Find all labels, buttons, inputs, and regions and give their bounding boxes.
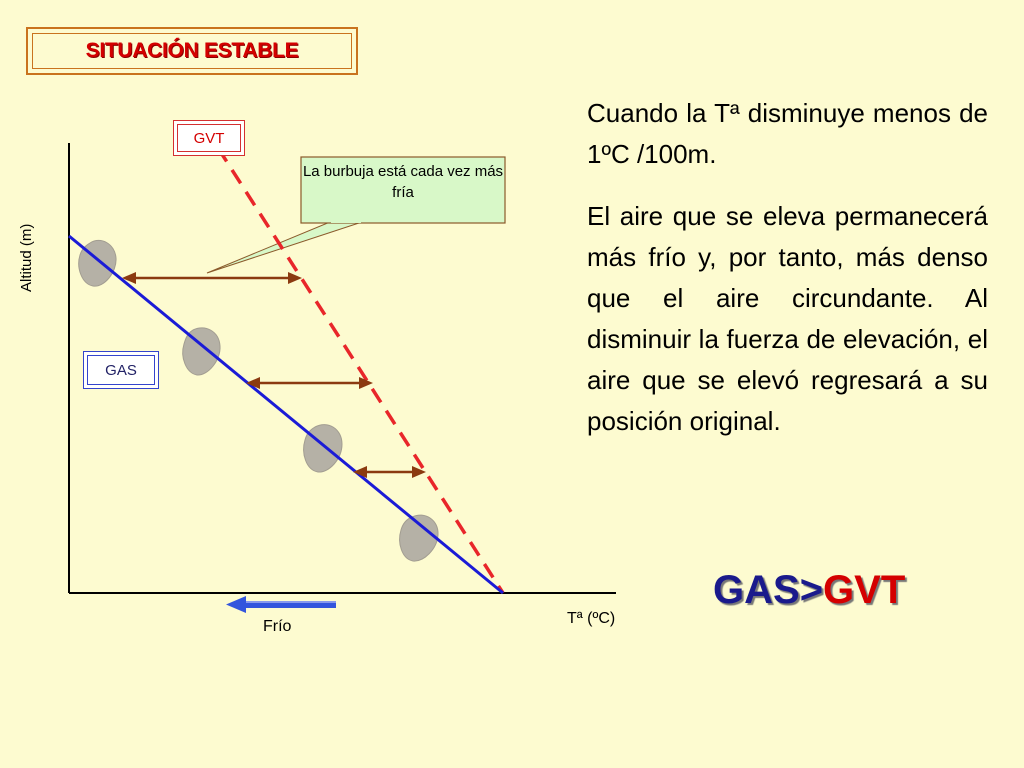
callout-text: La burbuja está cada vez más fría: [302, 163, 504, 201]
air-bubble: [303, 424, 343, 473]
paragraph-explanation: El aire que se eleva permanecerá más frí…: [587, 201, 988, 436]
gvt-line: [216, 147, 505, 594]
title-box: SITUACIÓN ESTABLE: [26, 27, 358, 75]
air-bubble: [399, 514, 439, 562]
result-expression: GAS>GVT: [713, 568, 905, 613]
temperature-difference-arrow: [122, 272, 302, 284]
gvt-label: GVT: [177, 124, 241, 152]
cold-label: Frío: [263, 618, 292, 635]
gas-label-box: GAS: [83, 351, 159, 389]
result-gvt: GVT: [823, 568, 906, 612]
result-operator: >: [799, 568, 824, 612]
slide-title: SITUACIÓN ESTABLE: [85, 39, 299, 62]
gvt-label-box: GVT: [173, 120, 245, 156]
callout-box: [300, 156, 506, 224]
gas-label: GAS: [87, 355, 155, 385]
result-gas: GAS: [713, 568, 800, 612]
gas-line: [68, 234, 504, 595]
temperature-difference-arrow: [353, 466, 426, 478]
cold-direction-arrow: [226, 596, 336, 613]
y-axis-label: Altitud (m): [18, 223, 35, 292]
paragraph-condition: Cuando la Tª disminuye menos de 1ºC /100…: [587, 98, 988, 169]
temperature-difference-arrow: [246, 377, 373, 389]
x-axis-label: Tª (ºC): [567, 610, 616, 627]
title-inner-frame: SITUACIÓN ESTABLE: [32, 33, 352, 69]
callout-pointer-cover: [331, 220, 361, 223]
air-bubble: [182, 327, 221, 376]
callout-pointer: [206, 221, 363, 274]
